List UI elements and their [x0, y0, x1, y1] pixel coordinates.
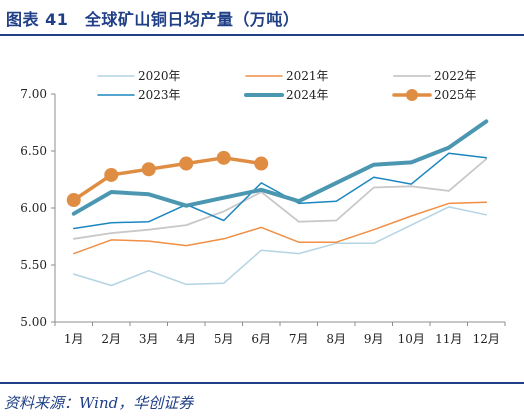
x-tick-label: 5月 [214, 332, 234, 346]
series-2020年 [73, 206, 488, 287]
series-2025年 [66, 150, 269, 208]
legend-marker [406, 89, 418, 101]
legend-item: 2025年 [392, 88, 477, 102]
legend-label: 2022年 [434, 69, 477, 83]
series-2024年 [71, 119, 489, 216]
top-divider [0, 34, 524, 36]
legend-label: 2020年 [138, 69, 181, 83]
data-point [179, 156, 194, 171]
y-tick-label: 6.00 [20, 201, 47, 215]
data-point [104, 167, 119, 182]
legend-item: 2020年 [97, 69, 181, 83]
chart-legend: 2020年 2021年 2022年 2023年 2024年 2025年 [97, 69, 477, 102]
series-line [73, 201, 488, 255]
legend-item: 2022年 [393, 69, 477, 83]
y-axis: 5.00 5.50 6.00 6.50 7.00 [20, 87, 56, 329]
y-tick-label: 5.00 [20, 315, 47, 329]
x-tick-label: 1月 [64, 332, 84, 346]
x-tick-label: 9月 [364, 332, 384, 346]
series-2023年 [73, 152, 488, 230]
series-2021年 [73, 201, 488, 255]
bottom-divider [0, 382, 524, 384]
x-tick-label: 2月 [101, 332, 121, 346]
legend-label: 2023年 [138, 88, 181, 102]
legend-label: 2025年 [434, 88, 477, 102]
x-axis: 1月 2月 3月 4月 5月 6月 7月 8月 9月 10月 11月 12月 [54, 321, 506, 346]
x-tick-label: 7月 [289, 332, 309, 346]
series-line [73, 206, 488, 287]
y-tick-label: 6.50 [20, 144, 47, 158]
chart-header: 图表 41 全球矿山铜日均产量（万吨） [0, 0, 524, 34]
legend-label: 2021年 [286, 69, 329, 83]
chart-title: 图表 41 全球矿山铜日均产量（万吨） [6, 10, 300, 29]
x-tick-label: 6月 [251, 332, 271, 346]
data-point [254, 156, 269, 171]
data-point [141, 162, 156, 177]
x-tick-label: 8月 [326, 332, 346, 346]
y-tick-label: 5.50 [20, 258, 47, 272]
x-tick-label: 3月 [139, 332, 159, 346]
x-tick-label: 10月 [398, 332, 425, 346]
legend-label: 2024年 [286, 88, 329, 102]
x-tick-label: 11月 [435, 332, 462, 346]
series-line [73, 152, 488, 230]
legend-item: 2023年 [97, 88, 181, 102]
x-tick-label: 4月 [176, 332, 196, 346]
x-tick-label: 12月 [473, 332, 500, 346]
y-tick-label: 7.00 [20, 87, 47, 101]
source-note: 资料来源：Wind，华创证券 [4, 394, 194, 412]
series-line [72, 158, 488, 240]
plot-area [66, 119, 489, 287]
data-point [216, 150, 231, 165]
data-point [66, 193, 81, 208]
series-line [71, 119, 489, 216]
series-line [72, 156, 264, 202]
legend-item: 2021年 [245, 69, 329, 83]
legend-item: 2024年 [244, 88, 329, 102]
series-2022年 [72, 158, 488, 240]
